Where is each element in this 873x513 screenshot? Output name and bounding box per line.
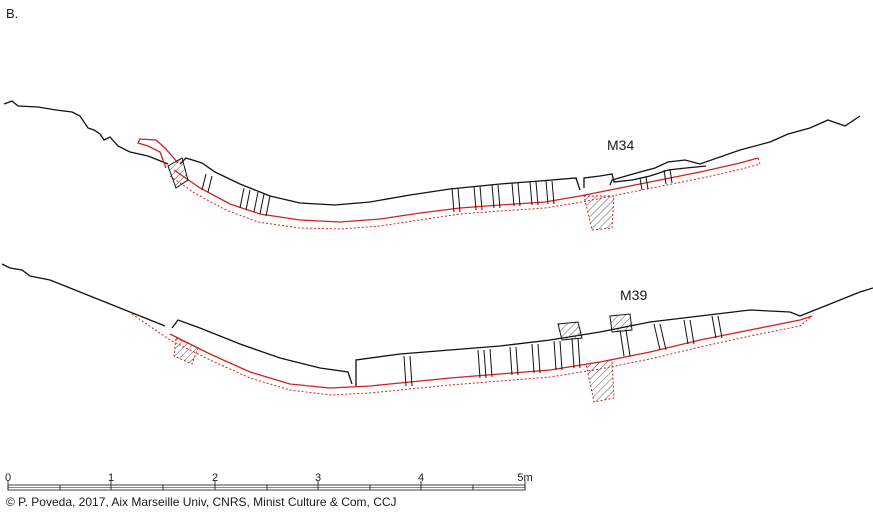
m34-keel-fragment	[137, 138, 179, 169]
m34-hull-outer	[169, 157, 761, 230]
m39-terrain-profile	[1, 263, 873, 327]
m34-timber-center	[583, 195, 615, 231]
section-m34: M34	[3, 100, 861, 231]
m34-hull-inner	[173, 157, 759, 223]
m39-timber-center	[585, 359, 615, 403]
scale-tick-4: 4	[418, 472, 424, 484]
m34-frames	[201, 168, 673, 217]
m34-wood-outline	[179, 157, 707, 206]
m34-timber-left	[167, 157, 189, 189]
scale-tick-5: 5m	[517, 472, 532, 484]
section-label-m34: M34	[607, 137, 634, 153]
m39-frames	[403, 315, 723, 387]
scale-tick-1: 1	[108, 472, 114, 484]
panel-label: B.	[6, 6, 18, 21]
credit-line: © P. Poveda, 2017, Aix Marseille Univ, C…	[6, 495, 397, 509]
m39-block-b	[609, 313, 633, 333]
scale-tick-0: 0	[5, 472, 11, 484]
m39-block-a	[557, 321, 583, 341]
section-m39: M39	[1, 263, 873, 403]
scale-bar: 0 1 2 3 4 5m	[5, 472, 533, 491]
m34-terrain-profile	[3, 100, 861, 186]
scale-tick-3: 3	[315, 472, 321, 484]
m39-timber-left	[173, 337, 199, 365]
section-label-m39: M39	[620, 287, 647, 303]
scale-tick-2: 2	[212, 472, 218, 484]
m39-hull-outer	[131, 313, 813, 396]
m39-hull-inner	[169, 315, 813, 389]
